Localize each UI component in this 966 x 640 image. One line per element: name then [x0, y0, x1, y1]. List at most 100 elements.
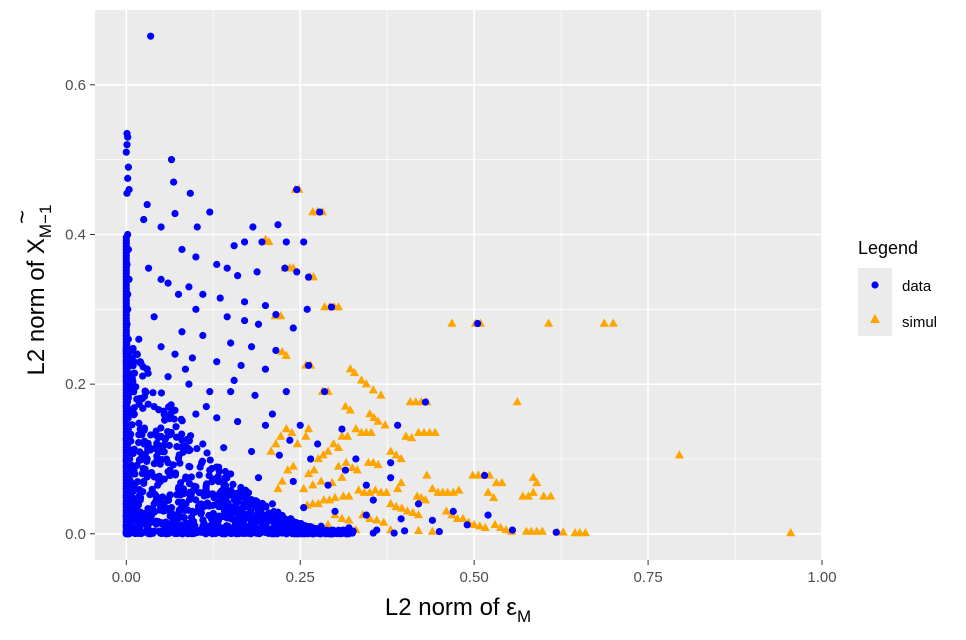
point-simul [266, 446, 276, 455]
point-simul [501, 525, 511, 534]
point-data [213, 414, 221, 422]
point-data [223, 264, 231, 272]
point-data [186, 189, 194, 197]
point-data [162, 455, 171, 463]
point-simul [580, 528, 591, 537]
point-data [231, 520, 240, 528]
legend-label-simul: simul [902, 314, 937, 331]
point-simul [469, 519, 479, 529]
point-data [143, 457, 151, 466]
point-data [185, 380, 193, 388]
point-data [316, 208, 324, 216]
point-simul [512, 397, 522, 406]
point-data [317, 528, 326, 536]
point-data [149, 389, 157, 397]
point-data [144, 400, 152, 408]
point-data [227, 511, 235, 519]
point-data [175, 511, 183, 519]
y-axis-ticks: 0.0 0.2 0.4 0.6 [65, 77, 95, 543]
point-data [179, 498, 187, 506]
point-data [230, 376, 238, 385]
point-data [157, 529, 166, 538]
point-data [152, 458, 161, 466]
point-data [181, 365, 190, 373]
point-data [238, 507, 247, 516]
point-data [203, 449, 211, 457]
point-data [156, 506, 164, 514]
point-data [268, 410, 277, 418]
point-data [484, 511, 492, 519]
point-simul [480, 522, 490, 532]
point-simul [273, 483, 283, 493]
legend-key-data [871, 281, 879, 289]
point-data [128, 370, 137, 378]
point-data [180, 513, 188, 522]
point-data [144, 264, 153, 272]
point-data [331, 507, 339, 515]
point-data [256, 512, 264, 520]
point-data [277, 512, 285, 521]
point-data [199, 516, 207, 524]
point-data [283, 520, 291, 528]
point-data [146, 518, 154, 527]
point-data [152, 520, 160, 528]
point-data [192, 410, 200, 418]
point-data [141, 465, 149, 473]
point-data [139, 372, 147, 380]
point-data [209, 490, 217, 498]
x-tick-label: 0.25 [286, 569, 315, 586]
point-data [188, 354, 196, 362]
point-data [289, 324, 297, 332]
point-data [247, 447, 256, 456]
point-data [387, 474, 395, 482]
legend: Legend data simul [858, 238, 937, 336]
point-data [192, 305, 200, 313]
point-data [369, 496, 377, 504]
point-data [133, 461, 141, 469]
point-simul [397, 503, 407, 512]
point-data [185, 490, 194, 498]
point-data [126, 455, 134, 463]
point-data [341, 466, 350, 474]
point-data [153, 452, 161, 460]
point-simul [366, 427, 376, 436]
point-data [552, 528, 560, 536]
point-simul [354, 485, 364, 494]
point-simul [337, 513, 347, 523]
point-data [123, 141, 131, 149]
point-data [208, 464, 216, 473]
point-simul [368, 457, 378, 466]
point-data [247, 343, 256, 351]
point-simul [329, 439, 339, 448]
point-data [127, 430, 135, 438]
point-simul [373, 416, 383, 425]
point-simul [344, 515, 354, 524]
point-simul [313, 453, 323, 463]
point-simul [303, 424, 314, 433]
point-simul [277, 476, 287, 485]
point-data [192, 496, 200, 504]
point-simul [539, 491, 549, 500]
point-simul [430, 427, 440, 436]
point-data [397, 515, 405, 523]
point-data [177, 415, 185, 424]
point-data [191, 522, 199, 530]
point-data [148, 504, 157, 513]
point-simul [369, 412, 379, 422]
point-data [345, 530, 353, 538]
point-data [297, 519, 305, 528]
point-simul [299, 483, 309, 493]
x-axis-title: L2 norm of εM [385, 594, 531, 626]
point-data [131, 480, 139, 488]
point-data [362, 481, 370, 489]
point-data [152, 491, 160, 500]
point-data [185, 283, 193, 291]
point-data [314, 440, 322, 448]
point-simul [380, 420, 390, 429]
point-simul [356, 375, 367, 384]
point-data [227, 339, 235, 347]
point-data [192, 253, 200, 261]
point-data [140, 479, 148, 487]
y-axis-title-sub: M−1 [36, 205, 55, 239]
point-simul [402, 506, 412, 515]
